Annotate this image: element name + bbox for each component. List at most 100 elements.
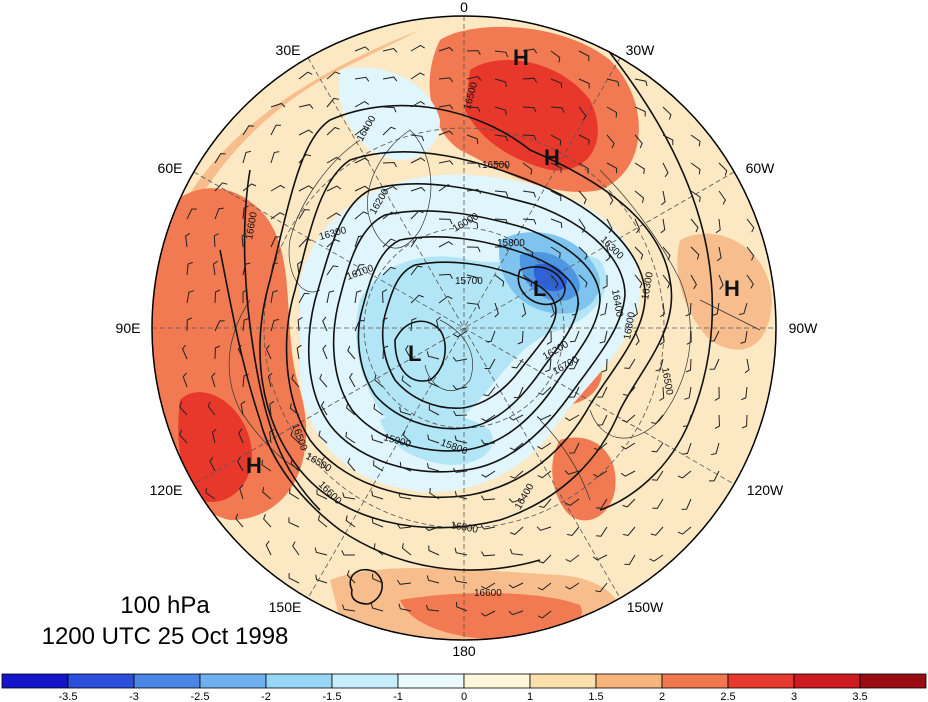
high-pressure-center: H [544, 145, 560, 170]
wind-barb [382, 126, 396, 136]
wind-barb [494, 302, 499, 318]
wind-barb [298, 185, 314, 192]
wind-barb [682, 442, 692, 455]
wind-barb [214, 153, 226, 164]
wind-barb [265, 344, 272, 360]
wind-barb [322, 344, 328, 360]
colorbar-box [133, 673, 201, 689]
colorbar-tick-label: 2 [659, 691, 665, 702]
wind-barb [513, 386, 524, 399]
wind-barb [536, 526, 552, 531]
wind-barb [321, 457, 328, 472]
colorbar-tick-label: 3.5 [852, 691, 867, 702]
wind-barb [634, 218, 641, 234]
wind-barb [606, 78, 620, 87]
wind-barb [606, 106, 618, 118]
wind-barb [480, 439, 496, 445]
height-contours [219, 39, 714, 605]
colorbar-tick-label: 0 [461, 691, 467, 702]
wind-barb [466, 50, 481, 56]
wind-barb [481, 414, 496, 422]
wind-barb [382, 161, 397, 168]
wind-barb [401, 543, 412, 556]
wind-barb [494, 246, 509, 252]
lon-label-90e: 90E [116, 320, 141, 336]
wind-barb [494, 106, 507, 116]
wind-barb [211, 372, 216, 388]
wind-barb [634, 330, 640, 346]
wind-barb [564, 470, 580, 475]
wind-barb [292, 541, 300, 556]
colorbar-box [595, 673, 663, 689]
wind-barb [326, 71, 341, 80]
wind-barb [426, 351, 440, 360]
wind-barb [298, 209, 310, 220]
wind-barb [186, 290, 194, 304]
wind-barb [550, 162, 562, 173]
wind-barb [550, 190, 562, 201]
wind-barb [522, 246, 534, 258]
wind-barb [660, 190, 666, 206]
wind-barb [746, 274, 754, 289]
wind-barb [410, 294, 424, 304]
wind-barb [428, 404, 440, 416]
wind-barb [298, 71, 313, 80]
wind-barb [374, 374, 384, 388]
contour-label: 16400 [609, 289, 625, 319]
wind-barb [578, 78, 590, 89]
wind-barb [410, 44, 425, 52]
wind-barb [466, 162, 481, 168]
wind-barb [396, 579, 412, 585]
wind-barb [242, 317, 250, 332]
wind-barb [550, 134, 562, 146]
wind-barb [634, 134, 643, 149]
wind-barb [270, 236, 281, 248]
colorbar-boxes [1, 673, 927, 689]
wind-barb [677, 526, 692, 535]
wind-barb [453, 522, 468, 528]
colorbar-tick-label: -3 [129, 691, 139, 702]
wind-barb [269, 428, 275, 444]
wind-barb [537, 470, 552, 479]
wind-barb [660, 302, 665, 318]
wind-barb [237, 344, 244, 360]
wind-barb [402, 430, 412, 444]
wind-barb [494, 274, 505, 287]
wind-barb [205, 487, 216, 500]
wind-barb [179, 429, 188, 444]
wind-barb [600, 302, 608, 316]
wind-barb [212, 260, 218, 276]
wind-barb [426, 575, 440, 584]
contour-label: 15800 [497, 238, 525, 249]
wind-barb [454, 491, 468, 500]
wind-barb [565, 498, 580, 506]
wind-barb [522, 190, 536, 198]
wind-barb [427, 434, 440, 444]
wind-barb [410, 134, 425, 142]
wind-barb [398, 603, 412, 612]
low-pressure-center: L [533, 276, 546, 301]
wind-barb [690, 274, 697, 290]
wind-barb [214, 182, 228, 192]
wind-barb [214, 207, 224, 220]
wind-barb [741, 414, 748, 429]
wind-barb [438, 184, 453, 192]
wind-barb [509, 442, 524, 451]
wind-barb [662, 246, 671, 261]
wind-barb [538, 554, 552, 564]
wind-barb [712, 302, 720, 316]
wind-barb [624, 554, 636, 566]
wind-barb [509, 470, 524, 479]
wind-barb [522, 274, 533, 287]
contour-label: 16500 [449, 520, 479, 536]
high-pressure-center: H [724, 276, 740, 301]
wind-barb [650, 526, 664, 536]
wind-barb [453, 330, 468, 338]
wind-barb [454, 576, 468, 584]
wind-barb [398, 492, 412, 500]
wind-barb [655, 358, 664, 372]
wind-barb [550, 246, 561, 259]
wind-barb [651, 442, 664, 453]
wind-barb [621, 442, 636, 450]
wind-barb [242, 125, 254, 136]
